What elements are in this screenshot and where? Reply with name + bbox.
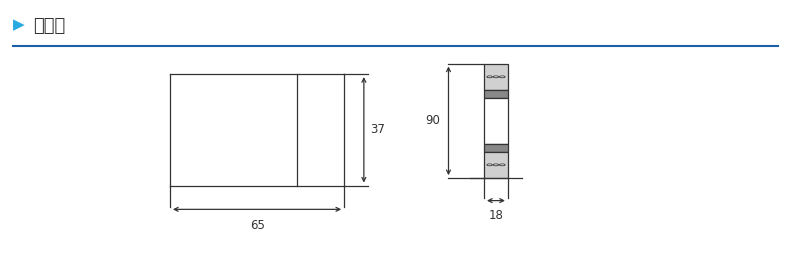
Bar [484, 98, 508, 144]
Text: ▶: ▶ [13, 17, 25, 32]
Bar [484, 152, 508, 178]
Bar [484, 64, 508, 90]
Text: 尺寸图: 尺寸图 [33, 17, 66, 35]
Text: 65: 65 [250, 219, 264, 232]
Text: 37: 37 [370, 123, 385, 136]
Text: 90: 90 [426, 114, 441, 127]
Circle shape [487, 76, 492, 78]
Circle shape [494, 76, 499, 78]
Bar [484, 90, 508, 98]
Circle shape [500, 76, 505, 78]
Circle shape [500, 164, 505, 166]
Bar [484, 144, 508, 152]
Circle shape [487, 164, 492, 166]
Text: 18: 18 [489, 209, 503, 222]
Circle shape [494, 164, 499, 166]
